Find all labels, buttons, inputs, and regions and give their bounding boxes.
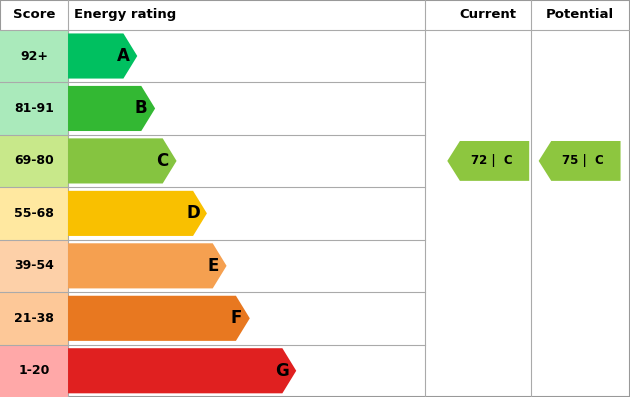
Text: C: C	[157, 152, 169, 170]
Bar	[0, 187, 68, 240]
Text: Potential: Potential	[546, 8, 614, 21]
Polygon shape	[539, 141, 621, 181]
Text: G: G	[275, 362, 289, 380]
Text: 72 |  C: 72 | C	[471, 154, 512, 168]
Polygon shape	[68, 243, 227, 288]
Text: E: E	[207, 257, 219, 275]
Text: F: F	[230, 309, 242, 327]
Bar	[0, 82, 68, 135]
Polygon shape	[68, 348, 296, 393]
Text: D: D	[186, 204, 200, 222]
Text: 39-54: 39-54	[14, 259, 54, 272]
Text: A: A	[117, 47, 130, 65]
Text: 69-80: 69-80	[14, 154, 54, 168]
Text: 81-91: 81-91	[14, 102, 54, 115]
Text: Score: Score	[13, 8, 55, 21]
Text: B: B	[135, 100, 147, 118]
Bar	[0, 30, 68, 82]
Text: Energy rating: Energy rating	[74, 8, 176, 21]
Polygon shape	[68, 86, 155, 131]
Bar	[0, 345, 68, 397]
Text: 55-68: 55-68	[14, 207, 54, 220]
Bar	[0, 240, 68, 292]
Polygon shape	[68, 191, 207, 236]
Text: 75 |  C: 75 | C	[562, 154, 604, 168]
Text: 92+: 92+	[20, 50, 48, 62]
Text: 1-20: 1-20	[18, 364, 50, 377]
Polygon shape	[447, 141, 529, 181]
Polygon shape	[68, 296, 249, 341]
Text: 21-38: 21-38	[14, 312, 54, 325]
Text: Current: Current	[460, 8, 517, 21]
Bar	[0, 135, 68, 187]
Polygon shape	[68, 33, 137, 79]
Bar	[0, 292, 68, 345]
Polygon shape	[68, 139, 176, 183]
